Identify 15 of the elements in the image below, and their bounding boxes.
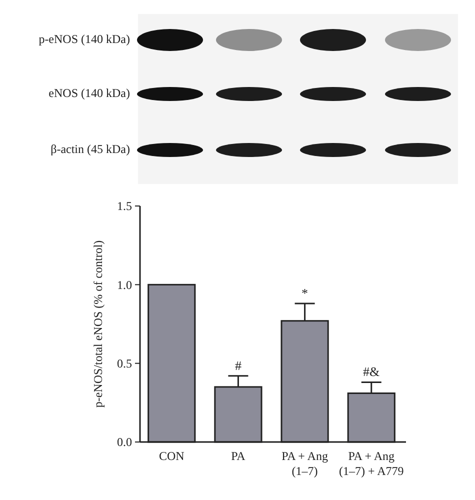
x-tick-label: CON xyxy=(158,449,185,463)
y-tick-label: 0.0 xyxy=(117,435,132,450)
text: p-eNOS (140 kDa) xyxy=(38,32,130,46)
y-tick-label: 1.0 xyxy=(117,278,132,292)
x-tick-label: PA + Ang (1–7) xyxy=(282,449,328,478)
y-tick-label: 0.5 xyxy=(117,356,132,371)
y-axis-title: p-eNOS/total eNOS (% of control) xyxy=(91,240,105,408)
annotation: #& xyxy=(363,364,380,380)
x-tick-label: PA xyxy=(231,449,246,463)
text: β-actin (45 kDa) xyxy=(50,142,130,156)
annotation: # xyxy=(234,358,242,373)
annotation: * xyxy=(302,286,308,301)
x-tick-label: PA + Ang (1–7) + A779 xyxy=(338,449,404,478)
y-tick-label: 1.5 xyxy=(117,199,132,214)
text: eNOS (140 kDa) xyxy=(48,86,130,100)
